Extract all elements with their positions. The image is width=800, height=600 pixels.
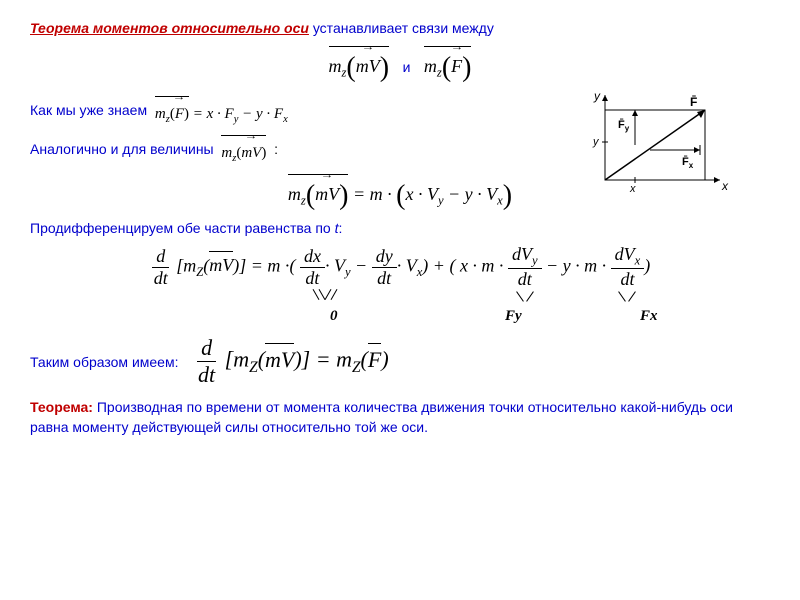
thus-line: Таким образом имеем: ddt [mZ(mV)] = mZ(F… (30, 335, 770, 388)
theorem-label: Теорема: (30, 399, 93, 415)
svg-text:x: x (721, 179, 729, 193)
svg-text:y: y (592, 136, 600, 148)
svg-text:F̄: F̄ (690, 95, 697, 109)
title-rest: устанавливает связи между (313, 20, 494, 36)
anno-fy: Fy (505, 308, 522, 325)
title-red: Теорема моментов относительно оси (30, 20, 309, 36)
analog-text: Аналогично и для величины (30, 141, 214, 157)
theorem-text: Производная по времени от момента количе… (30, 399, 733, 435)
and-word: и (403, 59, 411, 75)
svg-text:x: x (629, 183, 636, 195)
svg-text:y: y (593, 90, 601, 103)
anno-zero: 0 (330, 308, 338, 325)
theorem-statement: Теорема: Производная по времени от момен… (30, 398, 770, 437)
diff-text: Продифференцируем обе части равенства по… (30, 220, 770, 236)
know-text: Как мы уже знаем (30, 102, 147, 118)
force-diagram: x y F̄ F̄y F̄x y x (590, 90, 730, 200)
anno-fx: Fx (640, 308, 658, 325)
formula-top-pair: mz(mV) и mz(F) (30, 46, 770, 84)
derivative-line: ddt [mZ(mV)] = m ·( dxdt· Vy − dydt· Vx)… (30, 244, 770, 326)
svg-text:F̄x: F̄x (682, 156, 694, 170)
svg-text:F̄y: F̄y (618, 119, 630, 133)
title-line: Теорема моментов относительно оси устана… (30, 20, 770, 36)
